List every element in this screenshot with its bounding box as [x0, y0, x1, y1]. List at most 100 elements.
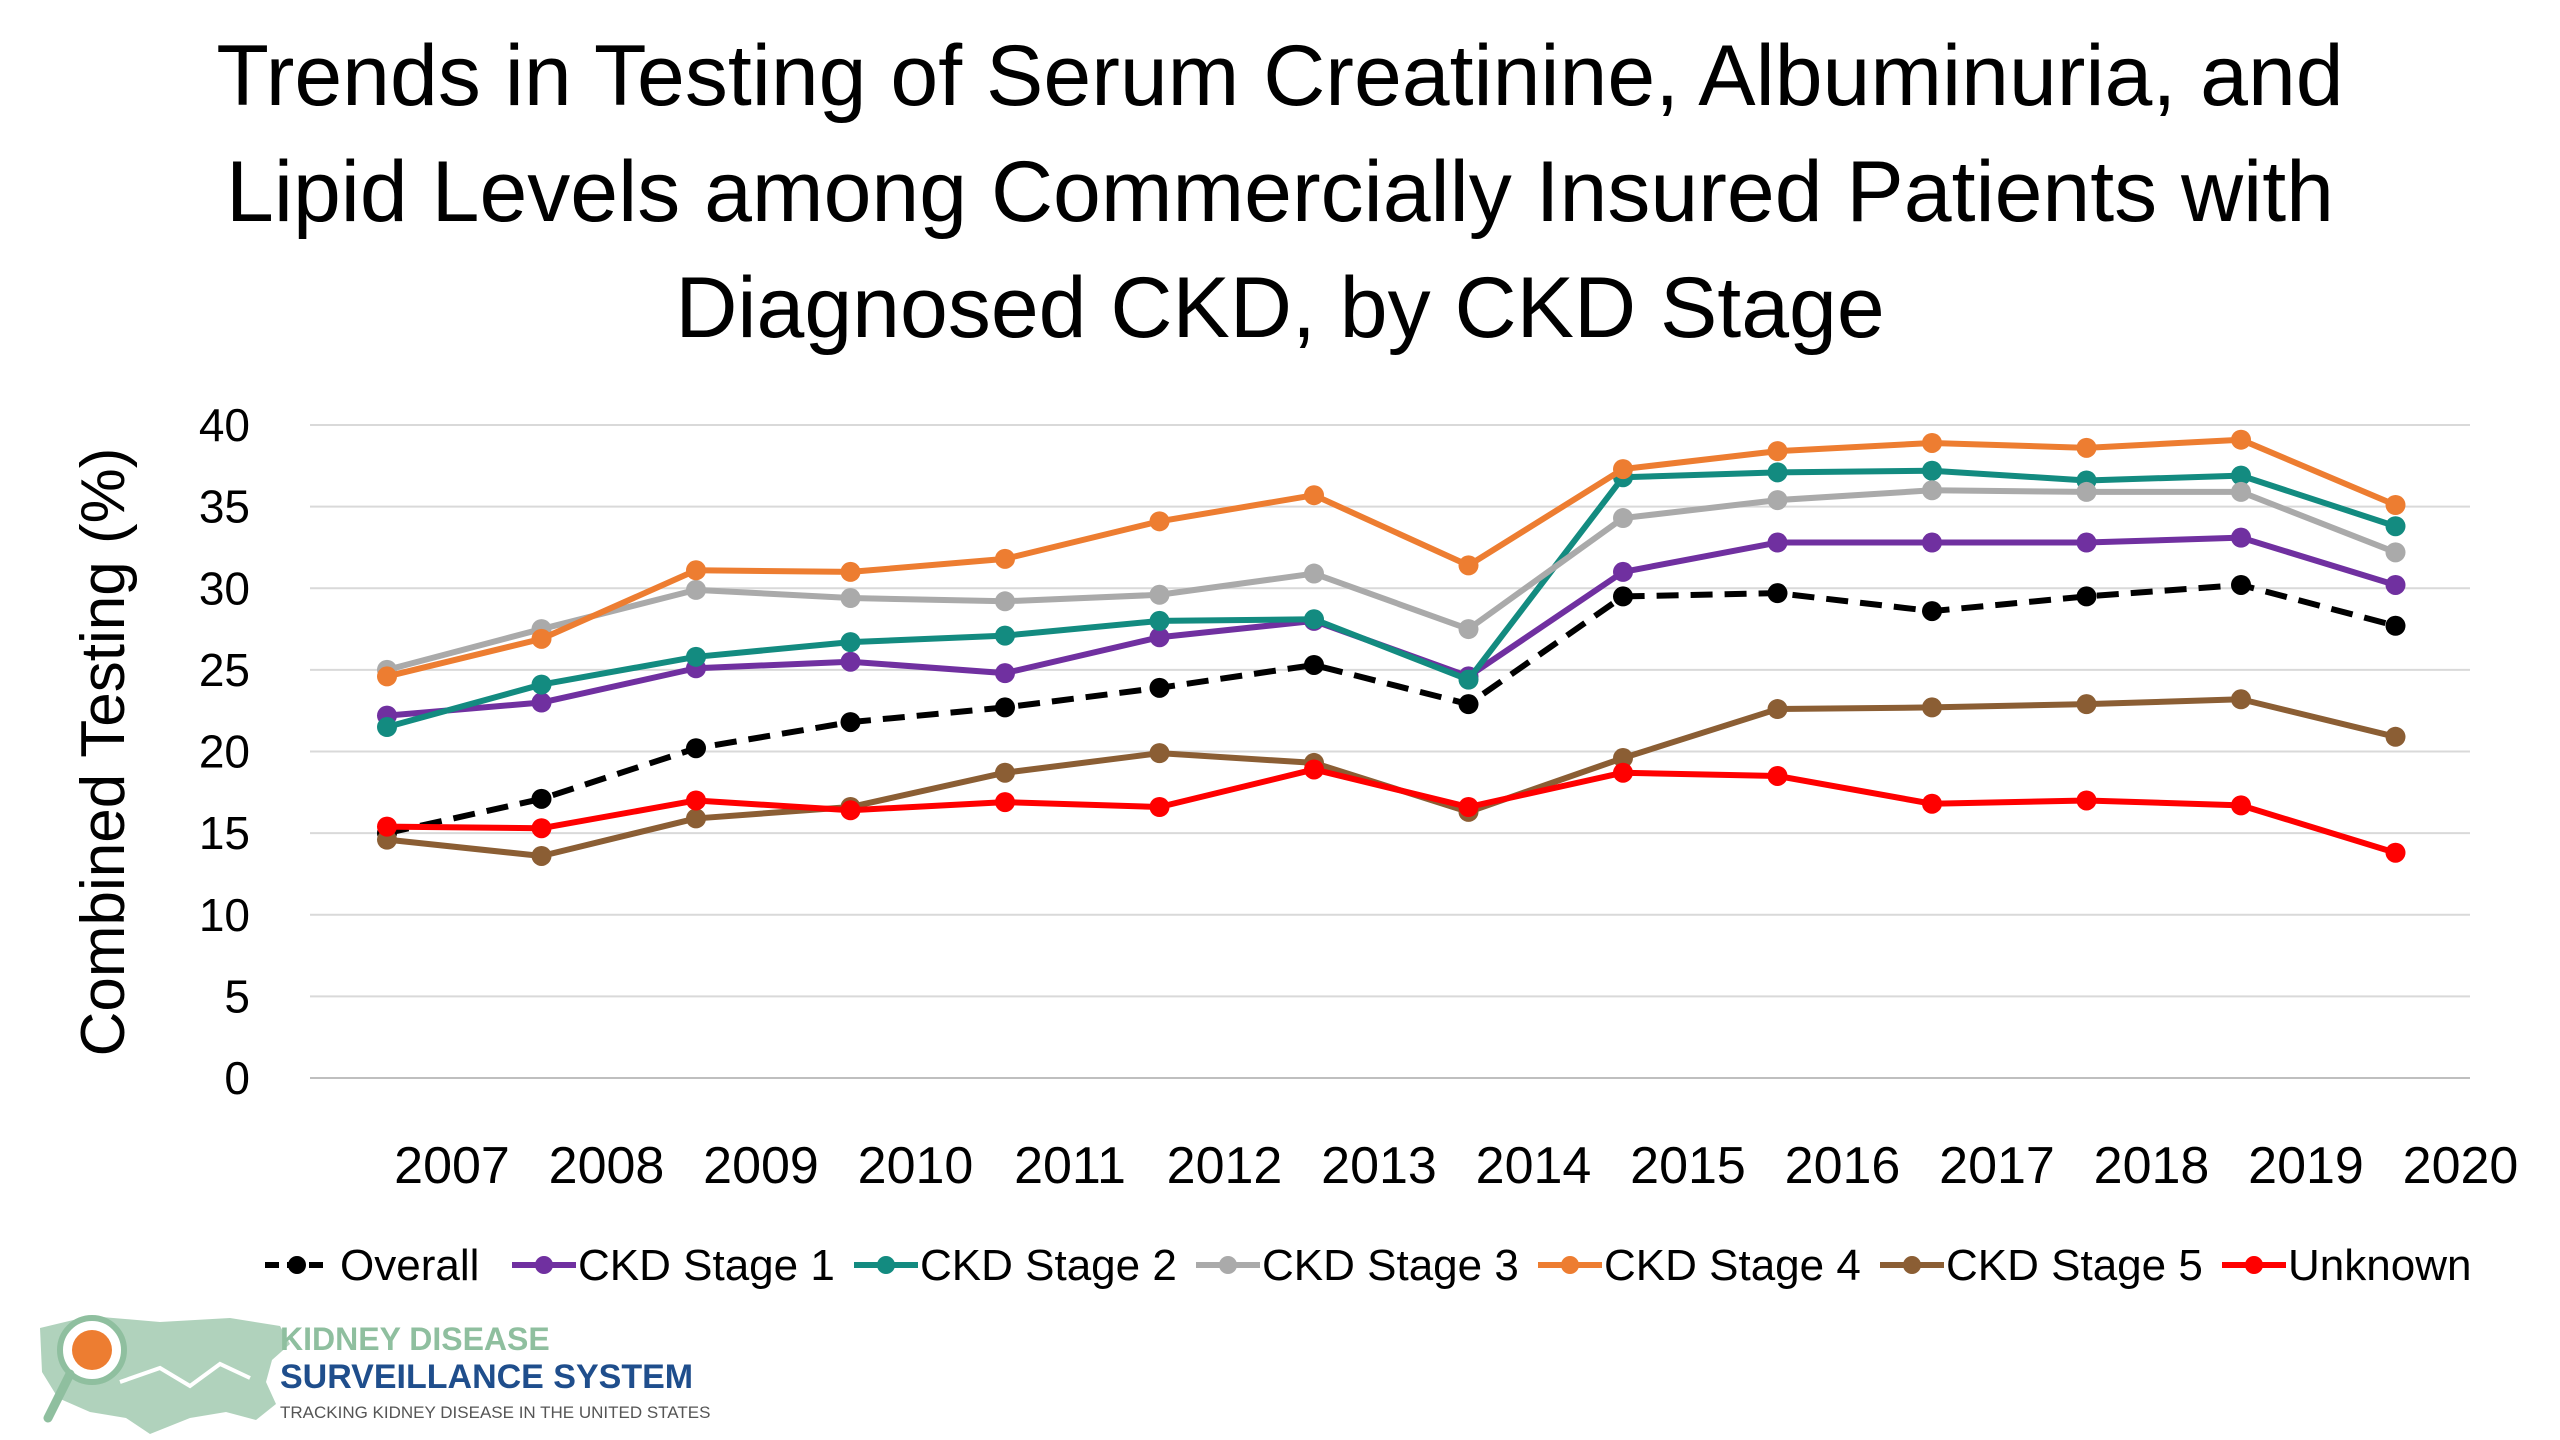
legend-swatch-marker — [535, 1256, 553, 1274]
data-point — [1922, 697, 1942, 718]
y-tick-label: 15 — [199, 807, 250, 859]
data-point — [1149, 610, 1170, 631]
x-tick-label: 2014 — [1476, 1137, 1592, 1195]
series-line — [386, 581, 2397, 837]
y-tick-label: 25 — [199, 644, 250, 696]
data-point — [531, 788, 552, 809]
data-point — [1149, 511, 1170, 532]
series-line — [386, 467, 2397, 730]
data-point — [995, 625, 1015, 646]
y-tick-label: 40 — [199, 399, 250, 451]
data-point — [1304, 609, 1324, 630]
data-point — [1922, 480, 1942, 501]
legend-swatch-marker — [1903, 1256, 1921, 1274]
data-point — [2231, 429, 2251, 450]
series-ckd-stage-4 — [377, 429, 2406, 687]
data-point — [1149, 627, 1170, 648]
data-point — [1767, 765, 1788, 786]
y-tick-label: 30 — [199, 562, 250, 614]
series-overall — [377, 574, 2406, 844]
series-line — [386, 487, 2397, 673]
data-point — [531, 628, 552, 649]
data-point — [995, 792, 1015, 813]
legend-swatch-marker — [1561, 1256, 1579, 1274]
legend-item: Unknown — [2222, 1241, 2471, 1290]
data-point — [1149, 584, 1170, 605]
data-point — [1458, 555, 1479, 576]
data-point — [995, 591, 1015, 612]
series-line — [386, 766, 2397, 856]
data-point — [2385, 842, 2406, 863]
data-point — [2231, 689, 2251, 710]
legend-label: CKD Stage 4 — [1604, 1241, 1861, 1290]
data-point — [1149, 677, 1170, 698]
legend-label: CKD Stage 1 — [578, 1241, 835, 1290]
x-tick-label: 2018 — [2094, 1137, 2210, 1195]
data-point — [1149, 743, 1170, 764]
magnifier-handle — [43, 1369, 75, 1423]
y-tick-label: 5 — [224, 970, 250, 1022]
series-line — [386, 436, 2397, 680]
data-point — [531, 674, 552, 695]
legend-swatch-marker — [877, 1256, 895, 1274]
y-tick-label: 0 — [224, 1052, 250, 1104]
data-point — [2076, 586, 2097, 607]
data-point — [840, 632, 861, 653]
x-tick-label: 2013 — [1321, 1137, 1437, 1195]
legend-label: CKD Stage 5 — [1946, 1241, 2203, 1290]
data-point — [1922, 460, 1942, 481]
data-point — [686, 790, 706, 811]
data-point — [1613, 762, 1633, 783]
kdss-logo: KIDNEY DISEASE SURVEILLANCE SYSTEM TRACK… — [40, 1315, 710, 1434]
data-point — [2231, 795, 2251, 816]
data-point — [2385, 516, 2406, 537]
data-point — [840, 588, 861, 609]
data-point — [686, 808, 706, 829]
data-point — [2385, 542, 2406, 563]
data-point — [1458, 669, 1479, 690]
data-point — [2076, 532, 2097, 553]
x-tick-label: 2007 — [394, 1137, 510, 1195]
legend-item: CKD Stage 1 — [512, 1241, 835, 1290]
data-point — [995, 697, 1015, 718]
x-tick-label: 2015 — [1630, 1137, 1746, 1195]
data-point — [2231, 481, 2251, 502]
data-point — [1304, 563, 1324, 584]
x-tick-label: 2019 — [2248, 1137, 2364, 1195]
x-tick-label: 2010 — [858, 1137, 974, 1195]
data-point — [1613, 561, 1633, 582]
legend-label: CKD Stage 2 — [920, 1241, 1177, 1290]
x-tick-label: 2011 — [1014, 1137, 1126, 1195]
data-point — [1922, 793, 1942, 814]
data-point — [995, 663, 1015, 684]
data-point — [531, 845, 552, 866]
data-point — [1458, 619, 1479, 640]
data-point — [1922, 532, 1942, 553]
x-tick-label: 2009 — [703, 1137, 819, 1195]
data-point — [2076, 437, 2097, 458]
chart-title: Trends in Testing of Serum Creatinine, A… — [0, 18, 2560, 366]
legend-item: CKD Stage 4 — [1538, 1241, 1861, 1290]
data-point — [2076, 694, 2097, 715]
data-point — [1767, 441, 1788, 462]
data-point — [1613, 459, 1633, 480]
data-point — [686, 738, 706, 759]
x-tick-label: 2016 — [1785, 1137, 1901, 1195]
data-point — [686, 579, 706, 600]
data-point — [1767, 699, 1788, 720]
legend-item: CKD Stage 3 — [1196, 1241, 1519, 1290]
logo-line-1: KIDNEY DISEASE — [280, 1321, 550, 1357]
data-point — [1767, 583, 1788, 604]
y-axis-label: Combined Testing (%) — [69, 448, 138, 1057]
data-point — [531, 818, 552, 839]
chart-title-line-2: Lipid Levels among Commercially Insured … — [226, 144, 2334, 240]
data-point — [1304, 485, 1324, 506]
data-point — [1304, 654, 1324, 675]
trend-line-icon — [119, 1361, 251, 1389]
legend-label: Unknown — [2288, 1241, 2471, 1290]
legend-swatch-marker — [1219, 1256, 1237, 1274]
data-point — [2231, 465, 2251, 486]
data-point — [995, 762, 1015, 783]
data-point — [531, 692, 552, 713]
